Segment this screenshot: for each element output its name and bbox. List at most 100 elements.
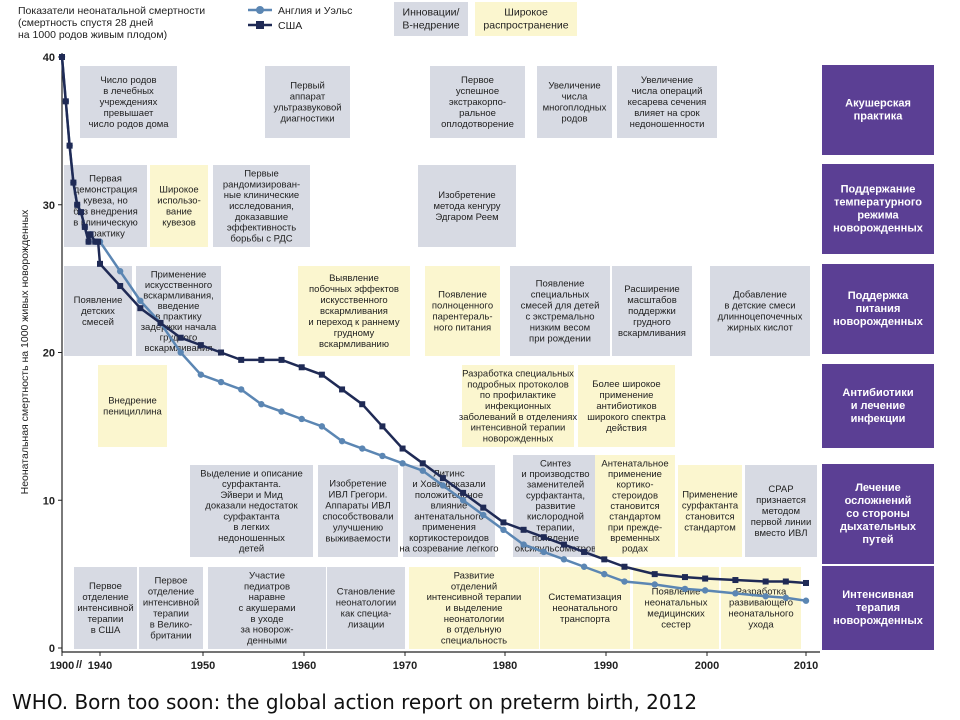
event-box-bg (510, 266, 610, 356)
key-wide-box (475, 2, 577, 36)
event-text: CPAP признается методом первой линии вместо … (751, 484, 812, 539)
key-innovation-text: Инновации/В-недрение (402, 7, 459, 32)
data-point (70, 179, 77, 186)
category-bg (822, 364, 934, 448)
event-box: Число родов в лечебных учреждениях превышае… (80, 66, 177, 138)
data-point (217, 378, 225, 386)
data-point (560, 556, 568, 563)
event-text: Внедрение пенициллина (103, 396, 162, 418)
x-tick-label: 1970 (393, 660, 417, 672)
data-point (379, 452, 386, 460)
category-text: Поддержание температурного режима новорожде… (833, 184, 924, 235)
legend-marker (256, 21, 264, 29)
y-tick-label: 10 (43, 495, 55, 507)
event-text: Становление неонатологии как специа-лизаци… (336, 587, 396, 631)
data-point (95, 238, 102, 245)
event-box: Первое успешное экстракорпо-ральное оплодот… (430, 66, 525, 138)
event-text: Участие педиатров наравне с акушерами в уход… (239, 570, 296, 646)
event-box: Более широкое применение антибиотиков широк… (578, 365, 675, 447)
y-tick-label: 0 (49, 643, 55, 655)
data-point (318, 371, 325, 378)
data-point (681, 585, 689, 593)
data-point (439, 482, 447, 489)
event-box-bg (418, 165, 516, 247)
data-point (258, 356, 265, 363)
data-point (732, 577, 739, 584)
event-box: Расширение масштабов поддержки грудного вска… (612, 266, 692, 356)
data-point (439, 475, 446, 482)
event-box: Добавление в детские смеси длинноцепочечны… (710, 266, 810, 356)
category-text: Интенсивная терапия новорожденных (833, 589, 924, 627)
event-box: Применение сурфактанта становится стандарто… (678, 465, 742, 557)
event-box: Появление полноценного парентераль-ного пи… (425, 266, 500, 356)
data-point (238, 386, 245, 393)
data-point (298, 415, 305, 423)
event-box-bg (678, 465, 742, 557)
event-text: Увеличение числа многоплодных родов (543, 81, 607, 125)
data-point (258, 401, 265, 408)
event-box-bg (462, 365, 574, 447)
event-text: Первое отделение интенсивной терапии в США (77, 581, 133, 636)
data-point (419, 460, 426, 467)
chart-title: Показатели неонатальной смертности (18, 5, 205, 17)
event-text: Появление специальных смесей для детей с эк… (521, 279, 600, 345)
event-box: Внедрение пенициллина (98, 365, 167, 447)
category-labels: Акушерская практика Поддержание температурн… (822, 65, 934, 650)
event-text: Первая демонстрация кувеза, но без внедрени… (73, 174, 138, 240)
chart-header: Показатели неонатальной смертности(смерт… (18, 2, 577, 41)
category-text: Поддержка питания новорожденных (833, 290, 924, 328)
event-box: Широкое использо-вание кувезов (150, 165, 208, 247)
data-point (359, 401, 366, 408)
event-text: Выделение и описание сурфактанта. Эйвери и… (200, 468, 303, 554)
data-point (338, 437, 346, 445)
data-point (621, 563, 628, 570)
data-point (278, 356, 285, 363)
data-point (359, 445, 366, 452)
series-layer (58, 53, 810, 604)
legend-label: США (278, 20, 302, 32)
x-tick-label: 1940 (88, 660, 112, 672)
data-point (218, 349, 225, 356)
category-bg (822, 264, 934, 354)
legend-marker (256, 6, 264, 14)
data-point (419, 467, 426, 474)
event-text: Разработка развивающего неонатального ухода (728, 587, 793, 631)
event-text: Увеличение числа операций кесарева сечения… (628, 75, 707, 130)
event-text: Появление полноценного парентераль-ного пи… (432, 290, 493, 334)
data-point (81, 223, 88, 230)
y-tick-label: 30 (43, 200, 55, 212)
data-point (782, 594, 790, 601)
event-box: Изобретение ИВЛ Грегори. Аппараты ИВЛ спосо… (318, 465, 398, 557)
event-box-bg (327, 567, 405, 649)
data-point (97, 260, 103, 267)
category-bg (822, 566, 934, 650)
event-box-bg (74, 567, 137, 649)
event-text: Изобретение метода кенгуру Эдгаром Реем (433, 190, 500, 223)
event-text: Развитие отделений интенсивной терапии и вы… (427, 570, 522, 646)
event-text: Систематизация неонатального транспорта (548, 592, 621, 625)
event-text: Первый аппарат ультразвуковой диагностики (273, 81, 341, 125)
event-box-bg (578, 365, 675, 447)
x-tick-label: 1990 (594, 660, 618, 672)
event-text: Разработка специальных подробных протокол… (459, 368, 578, 444)
event-box: Становление неонатологии как специа-лизаци… (327, 567, 405, 649)
category-text: Акушерская практика (845, 98, 911, 123)
data-point (339, 386, 346, 393)
data-point (298, 364, 305, 371)
event-box: Первые рандомизирован-ные клинические иссл… (213, 165, 310, 247)
data-point (520, 526, 527, 533)
event-box: Разработка специальных подробных протокол… (459, 365, 578, 447)
x-tick-label: 2000 (695, 660, 719, 672)
axes: 0 10 20 30 40 1900 1940 1950 1960 1970 1980 1990 200… (19, 52, 820, 672)
event-box: Антенатальное применение кортико-стероидов… (595, 455, 675, 557)
event-box-bg (612, 266, 692, 356)
event-box: Участие педиатров наравне с акушерами в уход… (208, 567, 326, 649)
data-point (318, 423, 326, 430)
data-point (500, 519, 507, 526)
data-point (782, 578, 789, 585)
legend-label: Англия и Уэльс (278, 5, 352, 17)
event-box: Появление детских смесей (64, 266, 132, 356)
data-point (85, 238, 92, 245)
data-point (580, 563, 588, 570)
event-text: Первое успешное экстракорпо-ральное оплодот… (441, 75, 514, 130)
